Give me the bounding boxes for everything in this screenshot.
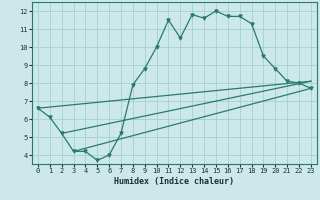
X-axis label: Humidex (Indice chaleur): Humidex (Indice chaleur) xyxy=(115,177,234,186)
